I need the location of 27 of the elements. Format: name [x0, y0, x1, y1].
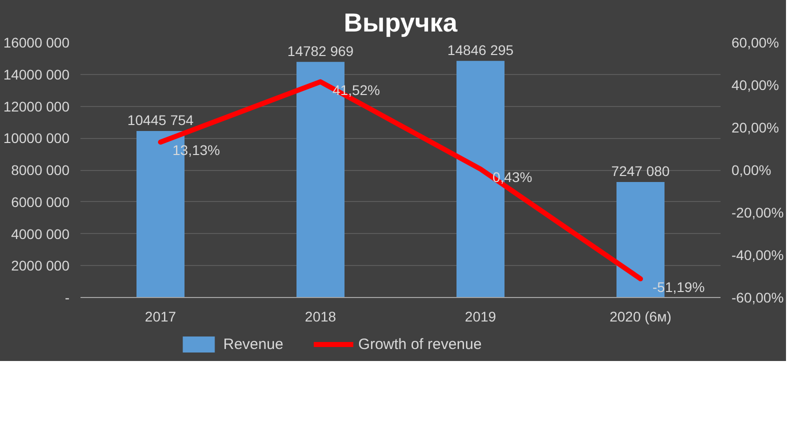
legend-label: Growth of revenue [358, 336, 482, 352]
data-label: 7247 080 [611, 163, 670, 179]
y-tick-label: 10000 000 [3, 130, 70, 146]
data-label: 14846 295 [447, 42, 514, 58]
y-tick-label: 12000 000 [3, 98, 70, 114]
data-label: 14782 969 [287, 42, 354, 59]
y2-tick-label: 0,00% [732, 162, 772, 178]
x-tick-label: 2017 [144, 308, 176, 324]
y-tick-label: 6000 000 [11, 194, 70, 210]
y-tick-label: 2000 000 [11, 258, 70, 274]
y2-tick-label: 20,00% [732, 120, 779, 136]
x-tick-label: 2020 (6м) [610, 308, 672, 324]
y2-tick-label: -40,00% [732, 247, 784, 263]
y2-tick-label: -60,00% [732, 290, 784, 306]
chart-title: Выручка [344, 8, 458, 38]
data-label: 10445 754 [127, 112, 194, 128]
y2-tick-label: 60,00% [732, 34, 779, 50]
x-tick-label: 2018 [304, 308, 336, 324]
y-tick-label: 4000 000 [11, 226, 70, 242]
legend-label: Revenue [223, 336, 284, 352]
x-tick-label: 2019 [464, 308, 496, 324]
y-tick-label: - [64, 290, 70, 306]
y-tick-label: 8000 000 [11, 162, 70, 178]
y-tick-label: 14000 000 [3, 66, 70, 82]
y2-tick-label: -20,00% [732, 204, 784, 220]
y2-tick-label: 40,00% [732, 77, 779, 93]
y-tick-label: 16000 000 [3, 34, 70, 50]
